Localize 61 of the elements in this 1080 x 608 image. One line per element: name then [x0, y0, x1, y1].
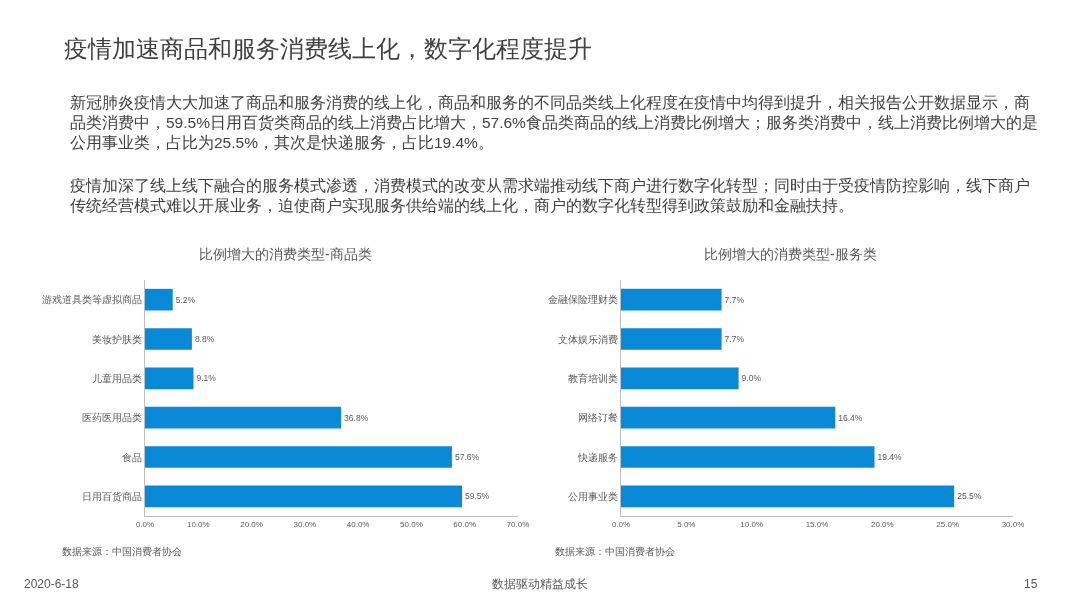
data-label: 16.4%	[838, 412, 863, 423]
y-tick-label: 美妆护肤类	[92, 333, 142, 345]
y-tick-label: 教育培训类	[568, 372, 618, 384]
data-label: 9.0%	[741, 373, 762, 384]
y-tick-label: 游戏道具类等虚拟商品	[42, 294, 142, 306]
data-label: 25.5%	[957, 491, 982, 502]
x-tick-label: 0.0%	[135, 519, 155, 529]
y-tick-label: 儿童用品类	[92, 372, 142, 384]
data-label: 19.4%	[877, 452, 903, 462]
x-tick-label: 25.0%	[936, 519, 960, 529]
bar	[621, 406, 836, 429]
bar	[621, 367, 739, 390]
y-tick-label: 日用百货商品	[82, 490, 142, 502]
bar	[145, 406, 342, 429]
x-tick-label: 10.0%	[186, 519, 210, 529]
y-tick-label: 快递服务	[577, 451, 618, 463]
data-label: 59.5%	[465, 491, 490, 502]
source-note: 数据来源：中国消费者协会	[62, 546, 182, 557]
x-tick-label: 50.0%	[400, 519, 423, 529]
chart-title: 比例增大的消费类型-服务类	[704, 246, 877, 262]
x-tick-label: 30.0%	[293, 519, 317, 529]
x-tick-label: 20.0%	[870, 519, 894, 529]
bar	[145, 328, 192, 350]
x-tick-label: 5.0%	[677, 519, 696, 529]
bar	[145, 485, 463, 508]
y-tick-label: 文体娱乐消费	[558, 333, 618, 345]
x-tick-label: 10.0%	[740, 519, 764, 529]
text: 疫情加深了线上线下融合的服务模式渗透，消费模式的改变从需求端推动线下商户进行数字化转型；同时由于受疫情防控影响，线下商户传统经营模式难以开展业务，迫使商户实现服务供给端的线上化，商户的数字化转型得到政策鼓励和金融扶持。	[70, 177, 1030, 215]
x-tick-label: 20.0%	[240, 519, 263, 529]
bar	[145, 288, 173, 311]
y-tick-label: 医药医用品类	[82, 412, 142, 424]
y-tick-label: 公用事业类	[568, 490, 618, 502]
data-label: 36.8%	[344, 412, 369, 423]
bar	[621, 485, 955, 508]
x-tick-label: 30.0%	[1001, 519, 1025, 529]
y-tick-label: 网络订餐	[578, 412, 618, 424]
text: 疫情加速商品和服务消费线上化，数字化程度提升	[64, 35, 592, 62]
data-label: 7.7%	[724, 294, 745, 305]
text: 新冠肺炎疫情大大加速了商品和服务消费的线上化，商品和服务的不同品类线上化程度在疫情中均得到提升，相关报告公开数据显示，商品类消费中，59.5%日用百货类商品的线上消费占比增大，57.6%食品类商品的线上消费比例增大；服务类消费中，线上消费比例增大的是公用事业类，占比为25.5%，其次是快递服务，占比19.4%。	[70, 94, 1038, 152]
data-label: 9.1%	[196, 373, 217, 384]
bar	[145, 367, 194, 390]
source-note: 数据来源：中国消费者协会	[555, 546, 675, 557]
x-tick-label: 15.0%	[805, 519, 829, 529]
bar	[621, 328, 722, 350]
bar	[145, 446, 452, 468]
data-label: 57.6%	[454, 452, 480, 462]
text: 数据驱动精益成长	[492, 577, 588, 591]
data-label: 8.8%	[194, 334, 215, 344]
text: 2020-6-18	[24, 577, 80, 591]
data-label: 5.2%	[175, 294, 196, 305]
y-tick-label: 食品	[122, 451, 142, 463]
text: 15	[1024, 577, 1038, 591]
chart-title: 比例增大的消费类型-商品类	[199, 246, 372, 262]
bar	[621, 446, 875, 468]
y-tick-label: 金融保险理财类	[548, 294, 618, 306]
x-tick-label: 0.0%	[611, 519, 631, 529]
x-tick-label: 70.0%	[506, 519, 530, 529]
bar	[621, 288, 722, 311]
x-tick-label: 40.0%	[346, 519, 370, 529]
x-tick-label: 60.0%	[453, 519, 477, 529]
data-label: 7.7%	[724, 334, 745, 344]
